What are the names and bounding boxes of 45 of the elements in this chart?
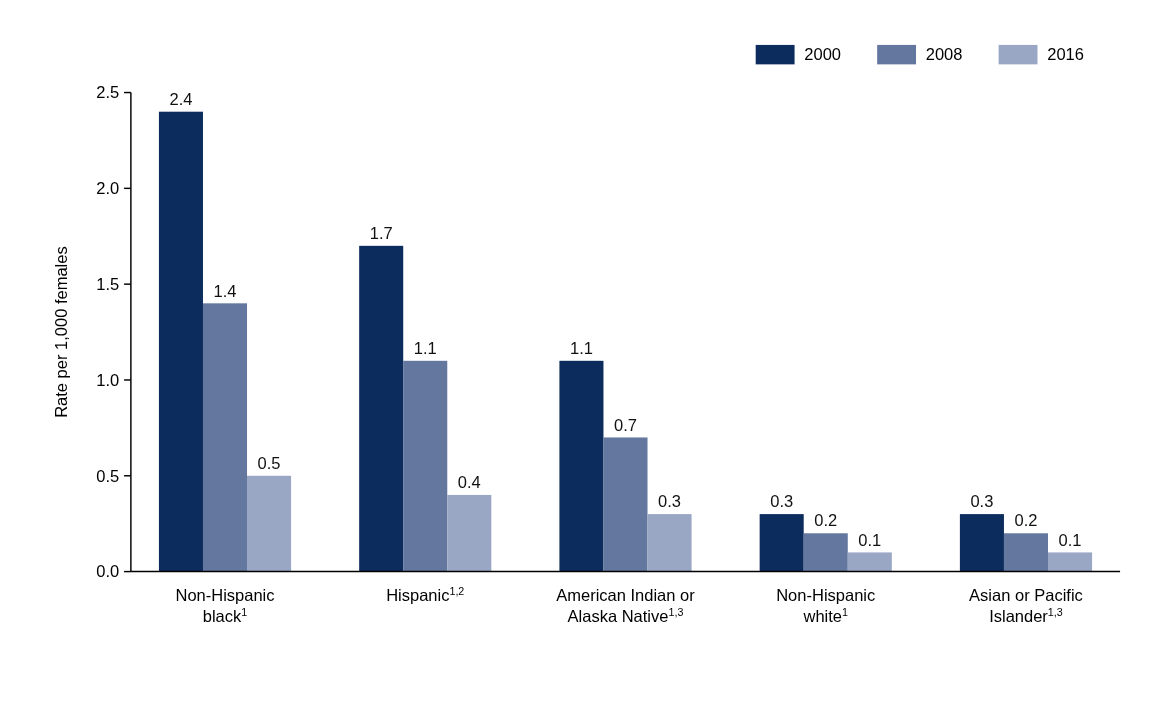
data-label: 0.3 [970, 492, 994, 511]
data-label: 1.7 [369, 224, 393, 243]
bar [603, 437, 648, 572]
data-label: 0.5 [257, 453, 281, 472]
bar [202, 303, 248, 572]
x-tick-label: Non-Hispanic white$^{1}$ [776, 585, 876, 626]
bar [1003, 533, 1048, 572]
y-axis-title: Rate per 1,000 females [51, 246, 70, 418]
x-tick-label: Non-Hispanic black$^{1}$ [175, 585, 275, 626]
legend-label: 2016 [1047, 45, 1084, 64]
bar [359, 245, 404, 572]
x-tick-label: American Indian or Alaska Native$^{1,3}$ [556, 585, 696, 626]
bar [559, 360, 604, 572]
bar [1048, 552, 1093, 572]
bar [447, 494, 492, 572]
bar [647, 514, 692, 572]
y-tick-label: 1.0 [96, 370, 120, 389]
bar [959, 514, 1004, 572]
y-tick-label: 0.0 [96, 562, 120, 581]
data-label: 0.1 [1058, 530, 1082, 549]
data-label: 0.3 [658, 492, 682, 511]
x-tick-label: Asian or Pacific Islander$^{1,3}$ [969, 585, 1083, 626]
legend-label: 2000 [804, 45, 841, 64]
bar [803, 533, 848, 572]
data-label: 0.2 [814, 511, 838, 530]
legend-label: 2008 [925, 45, 963, 64]
y-tick-label: 2.5 [96, 83, 120, 102]
data-label: 1.1 [413, 339, 437, 358]
data-label: 0.1 [858, 530, 882, 549]
data-label: 0.3 [770, 492, 794, 511]
data-label: 1.4 [213, 281, 237, 300]
data-label: 2.4 [169, 89, 193, 108]
y-tick-label: 2.0 [96, 179, 120, 198]
x-tick-label: Hispanic$^{1,2}$ [386, 584, 465, 604]
bar [847, 552, 892, 572]
data-label: 0.2 [1014, 511, 1038, 530]
bar [759, 514, 804, 572]
data-label: 1.1 [569, 339, 593, 358]
bar [158, 111, 203, 572]
bar [403, 360, 448, 572]
y-tick-label: 0.5 [96, 466, 120, 485]
data-label: 0.7 [614, 415, 637, 434]
y-tick-label: 1.5 [96, 274, 120, 293]
bar [247, 475, 292, 572]
data-label: 0.4 [457, 473, 481, 492]
